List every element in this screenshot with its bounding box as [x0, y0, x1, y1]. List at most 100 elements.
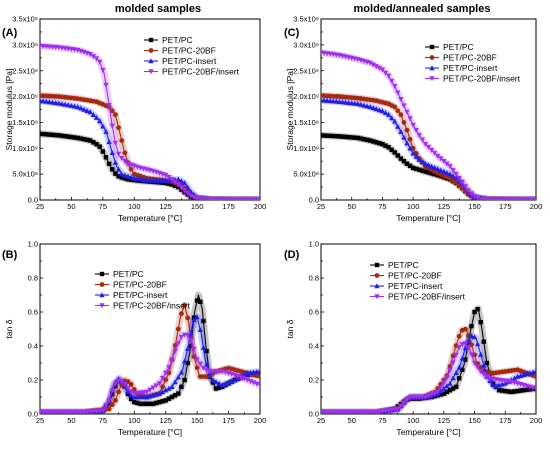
series-marker — [475, 365, 481, 371]
series-marker — [469, 323, 474, 329]
legend-marker — [374, 283, 380, 289]
series-marker — [147, 401, 153, 406]
series-marker — [376, 107, 382, 113]
series-marker — [128, 389, 134, 395]
series-marker — [364, 103, 370, 109]
series-marker — [395, 406, 401, 412]
legend-label: PET/PC-20BF — [388, 271, 442, 281]
series-marker — [420, 168, 425, 173]
series-marker — [254, 381, 260, 387]
series-marker — [462, 341, 468, 347]
series-marker — [352, 100, 358, 106]
series-marker — [456, 364, 462, 370]
series-marker — [65, 102, 71, 108]
series-marker — [49, 99, 56, 105]
legend-marker — [374, 294, 380, 300]
series-marker — [182, 377, 187, 383]
series-marker — [94, 142, 99, 147]
y-tick-label: 2.5x10⁹ — [12, 66, 38, 75]
legend-marker — [429, 76, 435, 82]
series-marker — [200, 365, 207, 371]
series-marker — [78, 105, 84, 111]
series-marker — [106, 102, 112, 108]
series-marker — [185, 360, 190, 366]
series-marker — [450, 375, 456, 381]
x-tick-label: 50 — [67, 416, 75, 425]
series-marker — [157, 399, 162, 405]
series-marker — [132, 399, 137, 405]
series-marker — [410, 122, 416, 128]
series-marker — [122, 382, 128, 388]
series-marker — [210, 377, 216, 383]
series-marker — [392, 407, 398, 413]
series-marker — [93, 56, 100, 62]
series-marker — [386, 145, 391, 150]
series-marker — [435, 153, 441, 159]
series-marker — [398, 128, 404, 134]
series-marker — [441, 168, 447, 174]
series-marker — [328, 133, 333, 139]
series-marker — [169, 182, 175, 187]
series-marker — [425, 144, 432, 150]
x-tick-label: 100 — [128, 202, 141, 211]
x-tick-label: 75 — [99, 202, 107, 211]
series-marker — [343, 134, 348, 140]
series-marker — [422, 161, 429, 166]
series-marker — [382, 110, 389, 116]
series-marker — [392, 150, 397, 155]
series-marker — [428, 392, 435, 398]
series-marker — [257, 374, 260, 379]
series-marker — [119, 156, 125, 162]
series-marker — [379, 108, 386, 114]
series-marker — [404, 161, 410, 166]
series-marker — [352, 135, 357, 140]
x-tick-label: 150 — [191, 416, 204, 425]
series-marker — [395, 90, 401, 96]
series-marker — [453, 352, 459, 358]
series-marker — [382, 70, 389, 76]
series-pet-pc-insert — [40, 97, 260, 200]
x-tick-label: 75 — [99, 416, 107, 425]
series-marker — [46, 99, 53, 105]
series-marker — [191, 194, 197, 200]
series-marker — [169, 177, 175, 183]
series-marker — [324, 133, 330, 138]
series-marker — [428, 147, 435, 153]
series-marker — [475, 306, 480, 312]
legend-label: PET/PC-20BF/insert — [443, 74, 521, 84]
series-marker — [380, 141, 385, 147]
series-marker — [398, 156, 404, 161]
series-marker — [428, 163, 435, 169]
series-marker — [116, 174, 121, 179]
series-marker — [109, 150, 115, 156]
series-marker — [342, 99, 349, 105]
series-marker — [78, 136, 84, 141]
series-marker — [40, 98, 46, 104]
series-marker — [478, 369, 484, 375]
legend-marker — [429, 44, 435, 50]
series-marker — [59, 133, 65, 138]
y-tick-label: 1.0 — [309, 240, 319, 249]
y-tick-label: 3.0x10⁹ — [12, 40, 38, 49]
series-marker — [459, 355, 465, 361]
x-tick-label: 200 — [254, 416, 267, 425]
y-tick-label: 2.0x10⁹ — [12, 92, 38, 101]
x-axis-label: Temperature [°C] — [118, 213, 182, 223]
series-marker — [160, 384, 165, 390]
series-marker — [113, 171, 118, 176]
series-marker — [166, 396, 172, 401]
series-marker — [194, 314, 200, 320]
series-marker — [181, 188, 188, 194]
series-marker — [109, 388, 115, 394]
series-marker — [106, 401, 112, 406]
series-marker — [410, 150, 416, 156]
series-marker — [336, 98, 343, 104]
legend-label: PET/PC-20BF — [443, 53, 497, 63]
series-marker — [166, 181, 172, 186]
series-marker — [134, 175, 141, 181]
series-marker — [225, 379, 232, 385]
series-marker — [194, 365, 200, 371]
series-marker — [438, 388, 444, 394]
y-tick-label: 1.0 — [28, 240, 38, 249]
series-marker — [87, 109, 93, 115]
